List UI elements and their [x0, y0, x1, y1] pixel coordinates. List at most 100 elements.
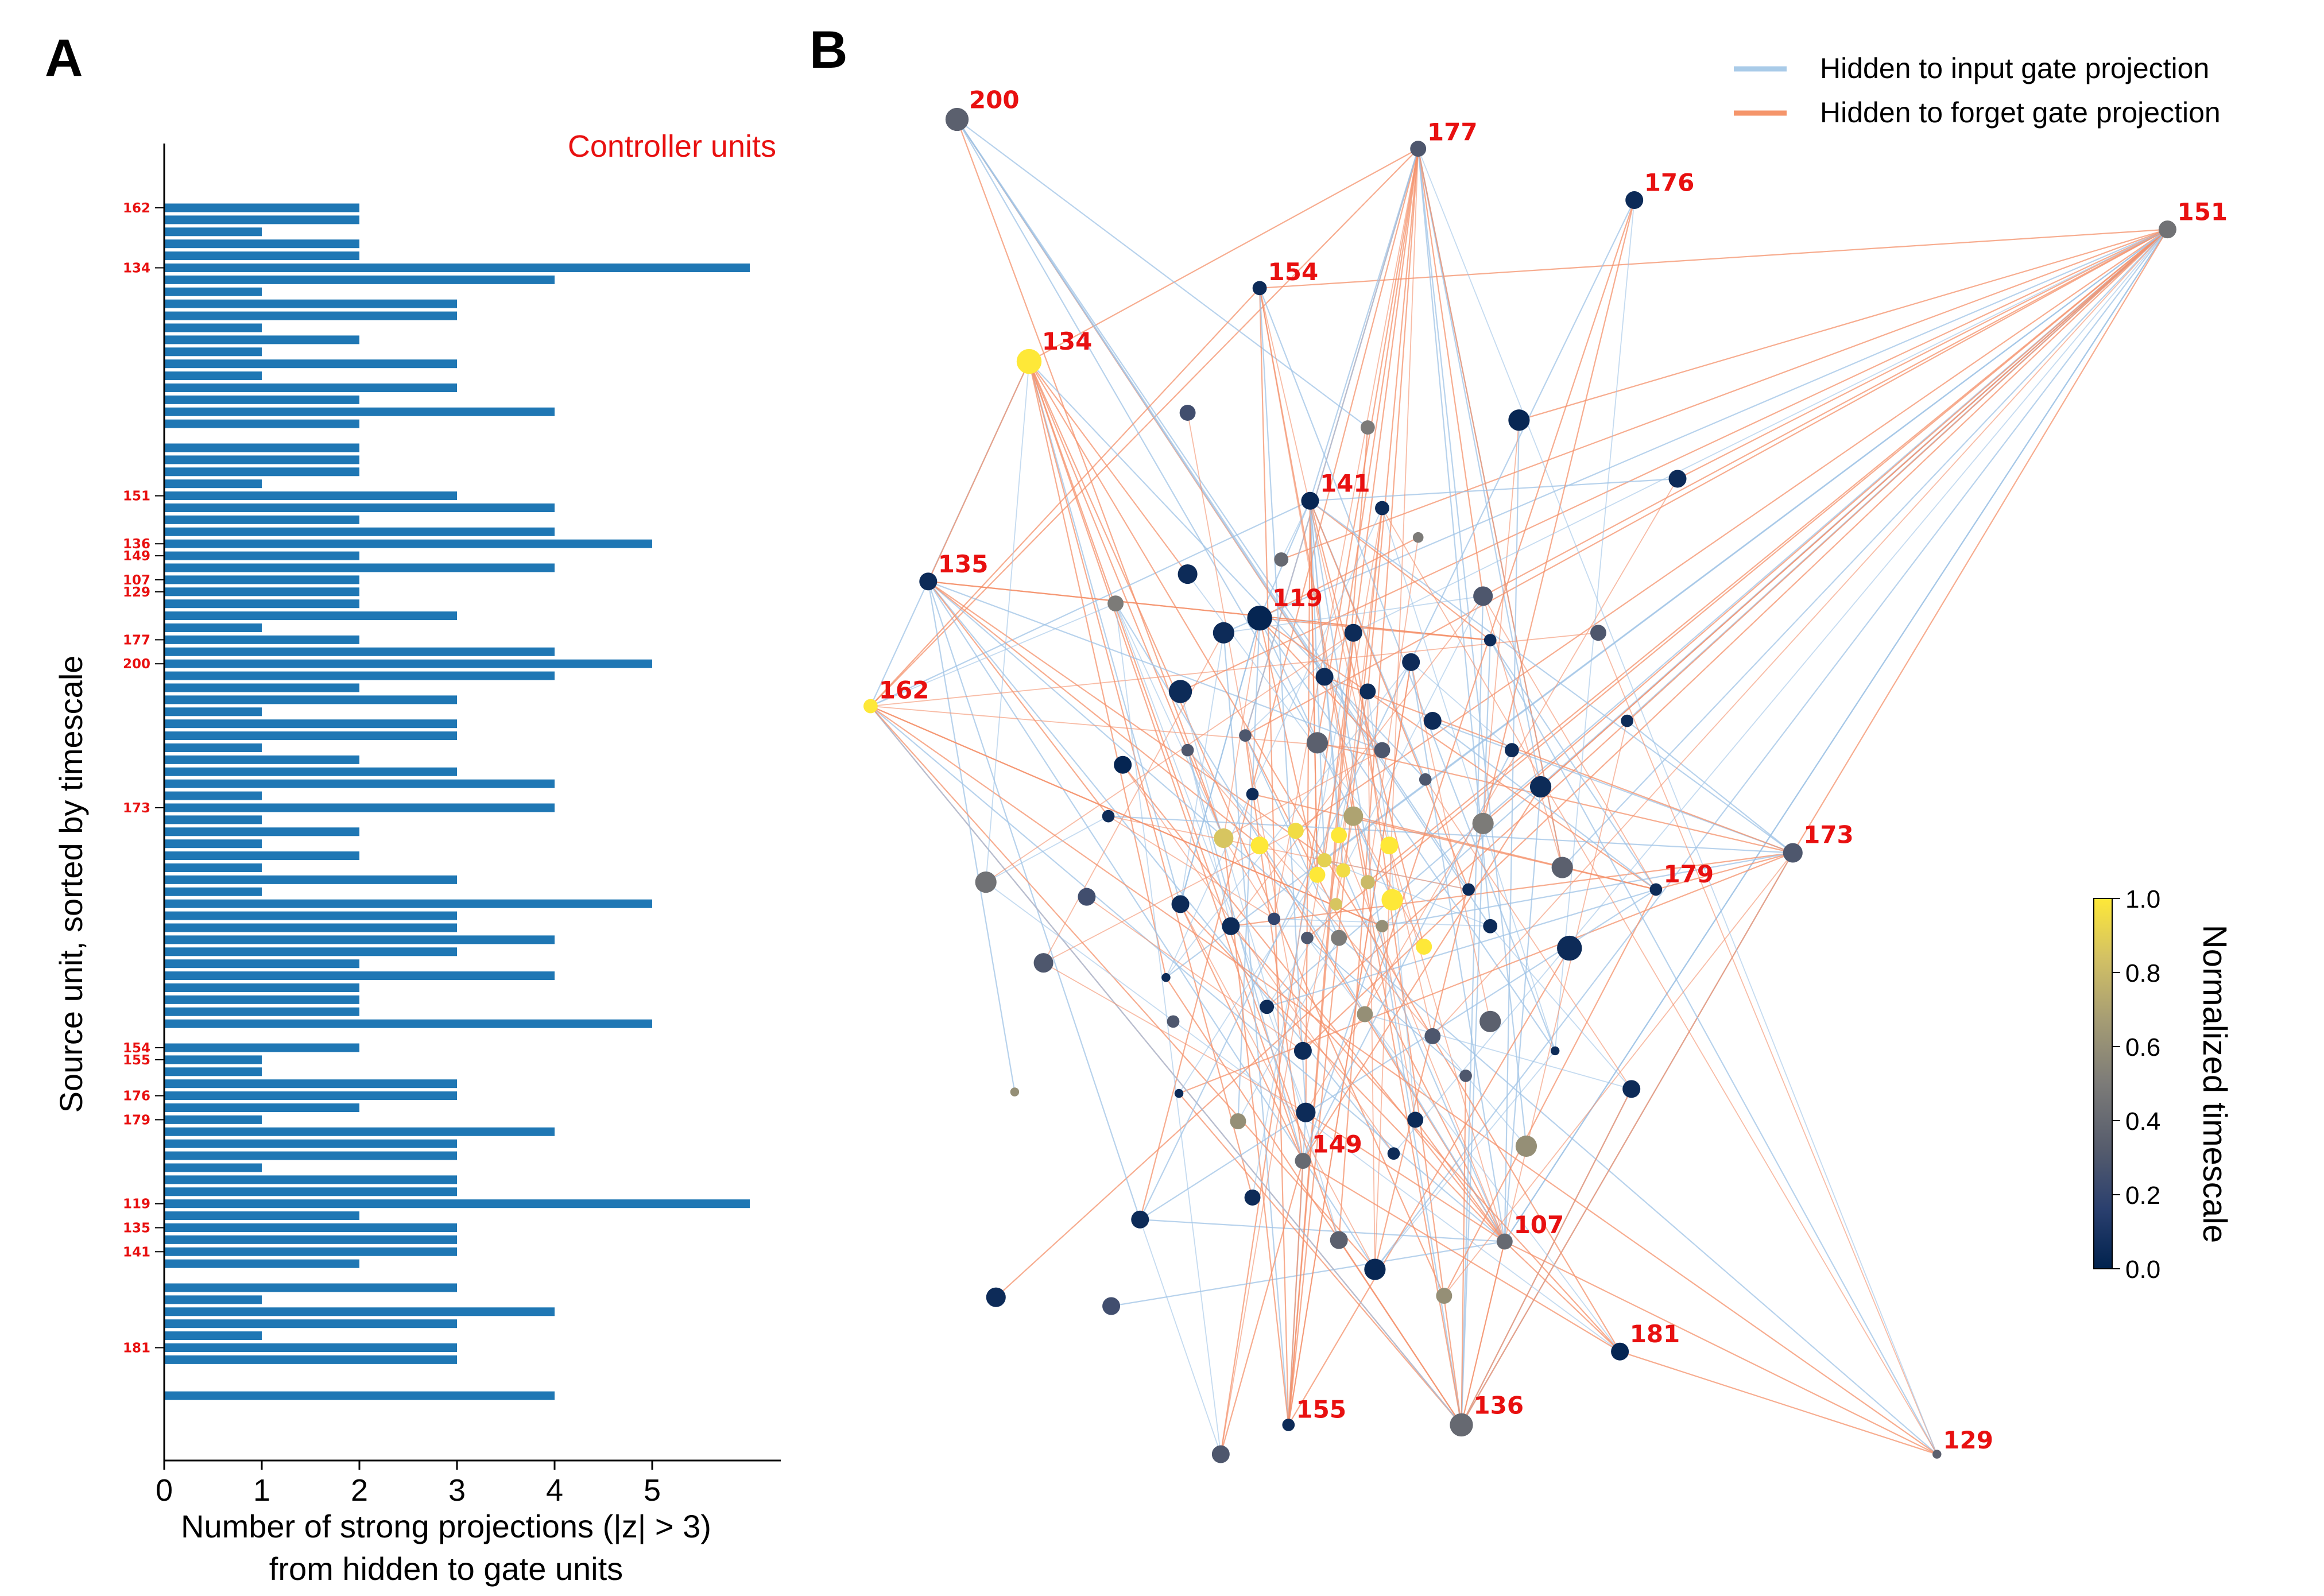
bar: [164, 755, 359, 764]
forget-gate-edge: [1028, 361, 1304, 1161]
input-gate-edge: [956, 119, 1383, 751]
input-gate-edge: [1028, 361, 1182, 905]
forget-gate-edge: [1367, 148, 1419, 692]
bar: [164, 671, 555, 680]
node: [1174, 1088, 1184, 1098]
input-gate-edge: [1417, 148, 1541, 787]
bar: [164, 359, 457, 369]
node: [1387, 1147, 1400, 1160]
node: [1473, 586, 1493, 606]
input-gate-edge: [1324, 859, 1491, 927]
controller-tick-label: 136: [123, 537, 150, 552]
node: [1033, 953, 1053, 973]
node: [1168, 680, 1192, 703]
input-gate-edge: [985, 361, 1030, 882]
controller-tick-label: 162: [123, 201, 150, 216]
node: [1239, 729, 1252, 742]
forget-gate-edge: [1367, 228, 2168, 883]
bar: [164, 1319, 457, 1328]
input-gate-edge: [1302, 925, 1383, 1161]
forget-gate-edge: [1043, 632, 1225, 963]
bar: [164, 299, 457, 308]
forget-gate-edge: [1519, 228, 2168, 421]
x-tick-label: 5: [644, 1473, 661, 1508]
colorbar-gradient: [2093, 898, 2113, 1269]
forget-gate-edge: [1461, 1088, 1632, 1425]
node: [1419, 773, 1432, 786]
node-151: [2158, 220, 2176, 239]
node: [1222, 917, 1240, 935]
node-label: 141: [1320, 469, 1370, 497]
node: [1250, 836, 1269, 855]
forget-gate-edge: [1305, 1111, 1505, 1242]
node-label: 162: [879, 676, 929, 704]
input-gate-edge: [1237, 618, 1261, 1122]
forget-gate-edge: [1482, 595, 1657, 890]
node: [1504, 743, 1519, 758]
x-axis-label-line1: Number of strong projections (|z| > 3): [181, 1508, 711, 1544]
forget-gate-edge: [1230, 852, 1793, 927]
bar: [164, 203, 359, 212]
forget-gate-edge: [1273, 148, 1419, 919]
forget-gate-edge: [1288, 662, 1412, 1425]
node: [1268, 912, 1281, 925]
controller-tick-label: 151: [123, 489, 150, 504]
controller-tick-label: 177: [123, 633, 150, 648]
bar: [164, 611, 457, 621]
forget-gate-edge: [1180, 904, 1505, 1242]
node: [1230, 1113, 1246, 1130]
node: [1301, 931, 1314, 944]
forget-gate-edge: [1230, 595, 1484, 927]
node-129: [1932, 1450, 1942, 1459]
node: [1479, 1010, 1501, 1032]
colorbar-tick-label: 0.4: [2125, 1107, 2160, 1136]
bar: [164, 1283, 457, 1292]
input-gate-edge: [1187, 574, 1390, 846]
node: [975, 871, 997, 893]
bar: [164, 1307, 555, 1316]
node-135: [919, 572, 938, 591]
forget-gate-edge: [927, 361, 1030, 582]
forget-gate-edge: [1309, 501, 1318, 875]
node: [1331, 929, 1347, 946]
input-gate-edge: [1367, 691, 1390, 846]
node: [1668, 470, 1687, 488]
node: [1416, 939, 1432, 955]
bar: [164, 683, 359, 692]
node: [1343, 806, 1364, 826]
node: [1181, 743, 1194, 757]
input-gate-edge: [1178, 874, 1318, 1094]
node: [1374, 742, 1390, 758]
bar: [164, 1151, 457, 1160]
bar: [164, 335, 359, 344]
forget-gate-edge: [956, 119, 1225, 839]
controller-tick-label: 179: [123, 1113, 150, 1128]
node: [1287, 823, 1304, 839]
bar: [164, 575, 359, 584]
forget-gate-edge: [1461, 1075, 1467, 1425]
forget-gate-edge: [928, 580, 1490, 641]
forget-gate-edge: [1295, 228, 2168, 832]
node: [1010, 1087, 1020, 1097]
input-gate-edge: [1324, 228, 2168, 861]
y-axis-label: Source unit, sorted by timescale: [53, 656, 89, 1113]
input-gate-edge: [1562, 228, 2168, 868]
forget-gate-edge: [1310, 500, 1491, 641]
node-label: 177: [1427, 118, 1478, 146]
bar: [164, 1091, 457, 1101]
node: [1359, 683, 1376, 700]
node-label: 155: [1296, 1396, 1346, 1424]
node-162: [863, 699, 878, 714]
forget-gate-edge: [1220, 148, 1419, 1455]
bar: [164, 287, 262, 296]
controller-tick-label: 149: [123, 549, 150, 564]
bar: [164, 587, 359, 596]
forget-gate-edge: [1338, 835, 1505, 1242]
input-gate-edge: [927, 581, 1141, 1220]
input-gate-edge: [1307, 938, 1621, 1352]
forget-gate-edge: [1317, 742, 1794, 854]
forget-gate-edge: [1620, 1351, 1938, 1455]
x-tick-label: 4: [546, 1473, 563, 1508]
node: [1131, 1210, 1149, 1229]
